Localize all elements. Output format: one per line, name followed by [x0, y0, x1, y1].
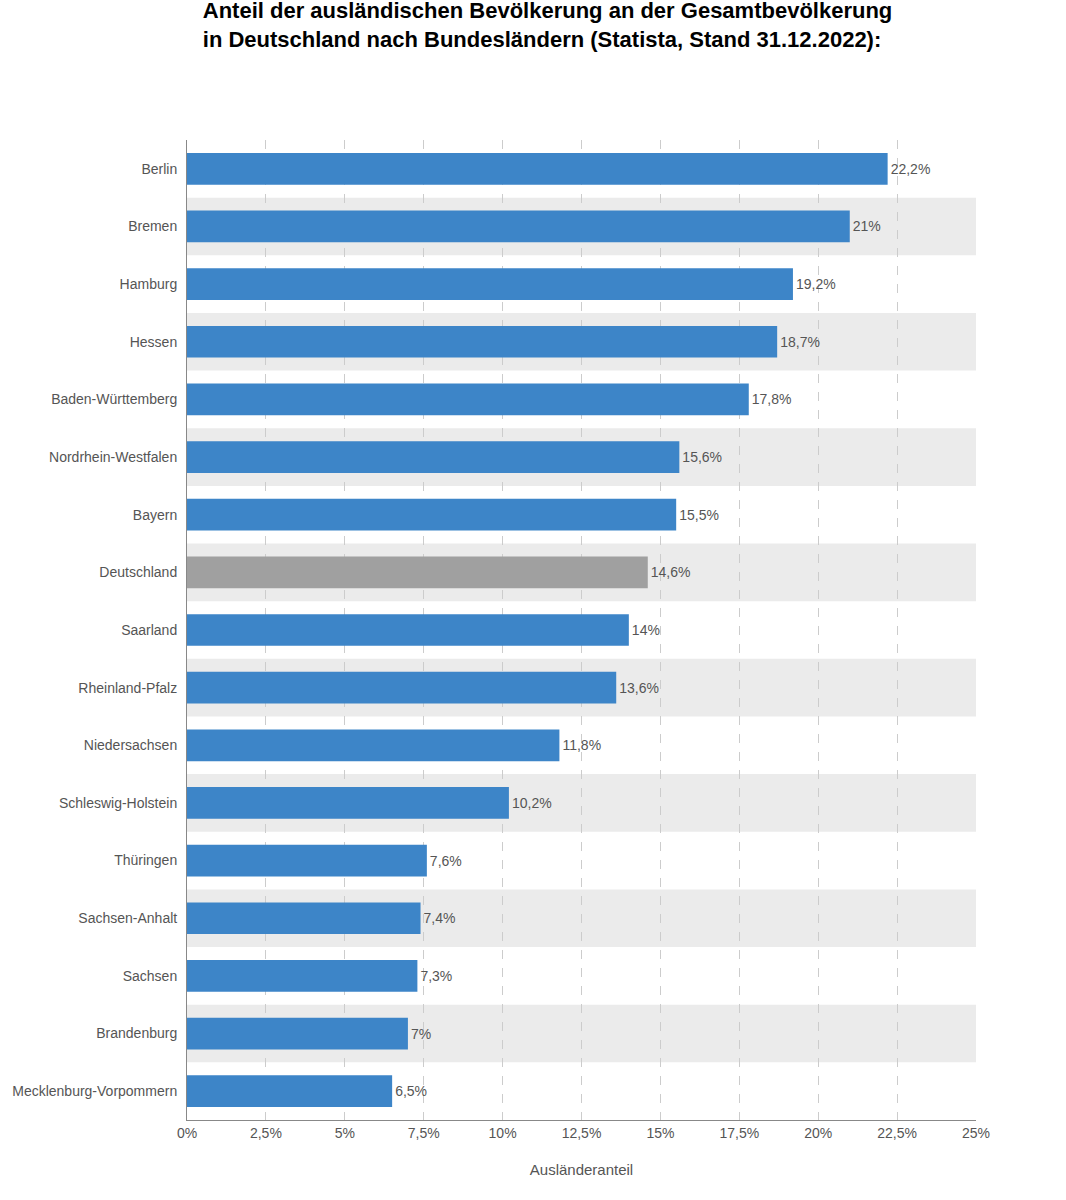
svg-text:Thüringen: Thüringen — [114, 852, 177, 868]
svg-text:Mecklenburg-Vorpommern: Mecklenburg-Vorpommern — [12, 1083, 177, 1099]
svg-text:22,5%: 22,5% — [877, 1125, 917, 1141]
svg-text:Niedersachsen: Niedersachsen — [84, 737, 177, 753]
svg-text:0%: 0% — [177, 1125, 197, 1141]
svg-text:Ausländeranteil: Ausländeranteil — [530, 1161, 633, 1178]
svg-text:19,2%: 19,2% — [796, 276, 836, 292]
svg-text:Anteil der ausländischen Bevöl: Anteil der ausländischen Bevölkerung an … — [203, 0, 893, 52]
svg-text:7,3%: 7,3% — [420, 968, 452, 984]
svg-text:11,8%: 11,8% — [562, 737, 601, 753]
svg-text:6,5%: 6,5% — [395, 1083, 427, 1099]
svg-text:15%: 15% — [646, 1125, 674, 1141]
svg-text:10%: 10% — [489, 1125, 517, 1141]
svg-text:Nordrhein-Westfalen: Nordrhein-Westfalen — [49, 449, 177, 465]
svg-text:2,5%: 2,5% — [250, 1125, 282, 1141]
svg-text:Bayern: Bayern — [133, 507, 177, 523]
svg-text:21%: 21% — [853, 218, 881, 234]
svg-text:Berlin: Berlin — [141, 161, 177, 177]
svg-text:25%: 25% — [962, 1125, 990, 1141]
svg-text:7,6%: 7,6% — [430, 853, 462, 869]
svg-text:13,6%: 13,6% — [619, 680, 659, 696]
svg-text:12,5%: 12,5% — [562, 1125, 602, 1141]
svg-text:Sachsen: Sachsen — [123, 968, 177, 984]
svg-text:7,4%: 7,4% — [424, 910, 456, 926]
svg-text:Brandenburg: Brandenburg — [96, 1025, 177, 1041]
svg-text:10,2%: 10,2% — [512, 795, 552, 811]
svg-text:Hessen: Hessen — [130, 334, 177, 350]
svg-text:7,5%: 7,5% — [408, 1125, 440, 1141]
svg-text:Saarland: Saarland — [121, 622, 177, 638]
svg-text:Deutschland: Deutschland — [99, 564, 177, 580]
svg-text:14%: 14% — [632, 622, 660, 638]
svg-text:Hamburg: Hamburg — [120, 276, 178, 292]
svg-text:Sachsen-Anhalt: Sachsen-Anhalt — [78, 910, 177, 926]
svg-text:15,5%: 15,5% — [679, 507, 719, 523]
svg-text:17,5%: 17,5% — [719, 1125, 759, 1141]
svg-text:17,8%: 17,8% — [752, 391, 792, 407]
svg-text:Rheinland-Pfalz: Rheinland-Pfalz — [78, 680, 177, 696]
svg-text:20%: 20% — [804, 1125, 832, 1141]
svg-text:Baden-Württemberg: Baden-Württemberg — [51, 391, 177, 407]
svg-text:Schleswig-Holstein: Schleswig-Holstein — [59, 795, 177, 811]
svg-text:15,6%: 15,6% — [682, 449, 722, 465]
svg-text:22,2%: 22,2% — [891, 161, 931, 177]
svg-text:Bremen: Bremen — [128, 218, 177, 234]
svg-text:18,7%: 18,7% — [780, 334, 820, 350]
svg-text:7%: 7% — [411, 1026, 431, 1042]
svg-text:14,6%: 14,6% — [651, 564, 691, 580]
svg-text:5%: 5% — [335, 1125, 355, 1141]
